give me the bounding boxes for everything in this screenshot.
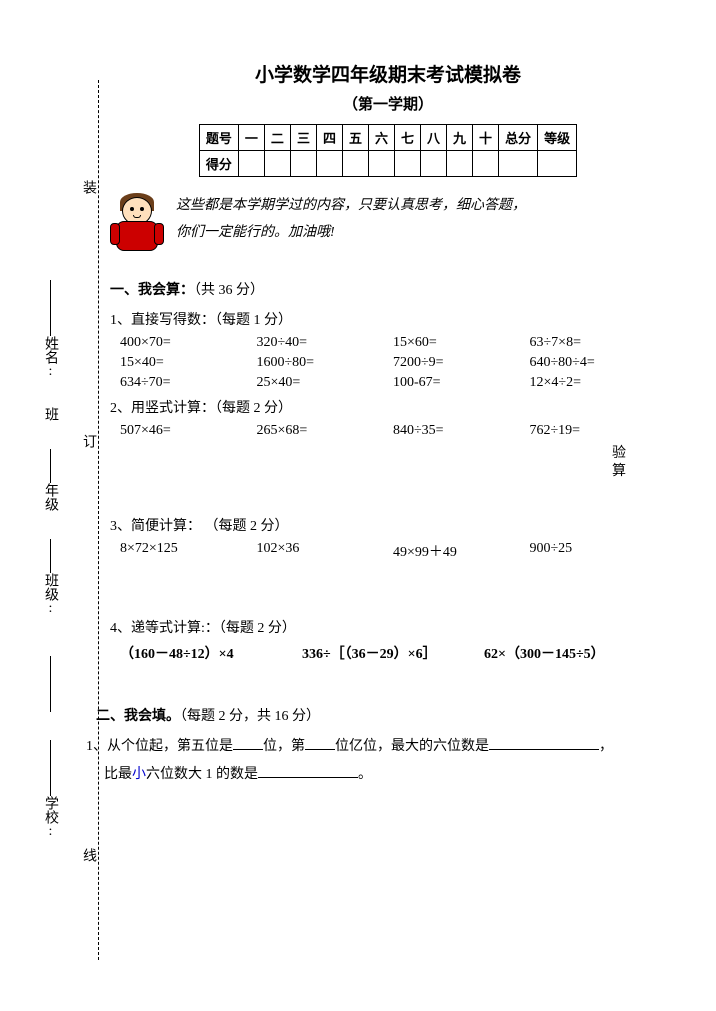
s1-row6: （160－48÷12）×4 336÷［（36－29）×6］ 62×（300－14… <box>120 643 666 663</box>
score-h-3: 三 <box>290 125 316 151</box>
score-h-5: 五 <box>342 125 368 151</box>
s2-heading-rest: （每题 2 分，共 16 分） <box>180 709 320 724</box>
blank <box>489 749 599 750</box>
q: 49×99＋49 <box>393 541 530 561</box>
section-1-title: 一、我会算：（共 36 分） <box>110 279 666 299</box>
q: 15×40= <box>120 355 257 371</box>
s2-line1: 1、从个位起，第五位是 位，第 位亿位，最大的六位数是 ， <box>86 735 666 755</box>
score-h-10: 十 <box>473 125 499 151</box>
s1-row2: 15×40= 1600÷80= 7200÷9= 640÷80÷4= <box>120 355 666 371</box>
score-cell <box>316 151 342 177</box>
score-cell <box>368 151 394 177</box>
s1-row3: 634÷70= 25×40= 100-67= 12×4÷2= <box>120 375 666 391</box>
score-h-2: 二 <box>264 125 290 151</box>
blank <box>233 749 263 750</box>
q: 63÷7×8= <box>530 335 667 351</box>
score-h-8: 八 <box>421 125 447 151</box>
q: 15×60= <box>393 335 530 351</box>
s2-l2b: 六位数大 1 的数是 <box>146 767 258 782</box>
q: 900÷25 <box>530 541 667 561</box>
q: 840÷35= <box>393 423 530 439</box>
s2-l2a: 比最 <box>104 767 132 782</box>
s1-p2: 2、用竖式计算：（每题 2 分） <box>110 397 666 417</box>
exam-subtitle: （第一学期） <box>110 93 666 114</box>
q: 25×40= <box>257 375 394 391</box>
s2-l1d: ， <box>599 739 613 754</box>
verify-note: 验 算 <box>110 445 626 481</box>
score-h-7: 七 <box>395 125 421 151</box>
encouragement-line1: 这些都是本学期学过的内容，只要认真思考，细心答题， <box>176 198 526 213</box>
score-h-0: 题号 <box>199 125 238 151</box>
q: 400×70= <box>120 335 257 351</box>
q: 762÷19= <box>530 423 667 439</box>
q: 320÷40= <box>257 335 394 351</box>
s2-l2-blue: 小 <box>132 767 146 782</box>
score-h-6: 六 <box>368 125 394 151</box>
q: 507×46= <box>120 423 257 439</box>
score-value-row: 得分 <box>199 151 576 177</box>
q: 336÷［（36－29）×6］ <box>302 643 484 663</box>
q: 7200÷9= <box>393 355 530 371</box>
sidebar-xian: 线 <box>78 848 98 862</box>
score-cell <box>421 151 447 177</box>
s1-heading-rest: （共 36 分） <box>194 283 264 298</box>
s1-p1: 1、直接写得数：（每题 1 分） <box>110 309 666 329</box>
q: 634÷70= <box>120 375 257 391</box>
score-row2-label: 得分 <box>199 151 238 177</box>
score-cell <box>473 151 499 177</box>
score-cell <box>538 151 577 177</box>
q: （160－48÷12）×4 <box>120 643 302 663</box>
s1-p4: 4、递等式计算:：（每题 2 分） <box>110 617 666 637</box>
blank <box>258 777 358 778</box>
exam-title: 小学数学四年级期末考试模拟卷 <box>110 60 666 87</box>
q: 265×68= <box>257 423 394 439</box>
q: 8×72×125 <box>120 541 257 561</box>
s2-line2: 比最小六位数大 1 的数是 。 <box>104 763 666 783</box>
q: 640÷80÷4= <box>530 355 667 371</box>
score-cell <box>395 151 421 177</box>
encouragement-text: 这些都是本学期学过的内容，只要认真思考，细心答题， 你们一定能行的。加油哦! <box>176 193 526 246</box>
score-cell <box>264 151 290 177</box>
score-h-9: 九 <box>447 125 473 151</box>
s2-l1a: 1、从个位起，第五位是 <box>86 739 233 754</box>
score-cell <box>447 151 473 177</box>
encouragement-block: 这些都是本学期学过的内容，只要认真思考，细心答题， 你们一定能行的。加油哦! <box>110 191 666 257</box>
s1-p3: 3、简便计算： （每题 2 分） <box>110 515 666 535</box>
section-2-title: 二、我会填。（每题 2 分，共 16 分） <box>96 705 666 725</box>
s2-l1b: 位，第 <box>263 739 305 754</box>
score-h-1: 一 <box>238 125 264 151</box>
q: 62×（300－145÷5） <box>484 643 666 663</box>
score-h-4: 四 <box>316 125 342 151</box>
score-cell <box>290 151 316 177</box>
q: 1600÷80= <box>257 355 394 371</box>
s1-row4: 507×46= 265×68= 840÷35= 762÷19= <box>120 423 666 439</box>
s1-heading-bold: 一、我会算： <box>110 283 194 298</box>
q: 100-67= <box>393 375 530 391</box>
score-table: 题号 一 二 三 四 五 六 七 八 九 十 总分 等级 得分 <box>199 124 577 177</box>
q: 102×36 <box>257 541 394 561</box>
s1-row5: 8×72×125 102×36 49×99＋49 900÷25 <box>120 541 666 561</box>
s2-l1c: 位亿位，最大的六位数是 <box>335 739 489 754</box>
blank <box>305 749 335 750</box>
page-content: 小学数学四年级期末考试模拟卷 （第一学期） 题号 一 二 三 四 五 六 七 八… <box>0 0 716 813</box>
score-h-12: 等级 <box>538 125 577 151</box>
score-cell <box>342 151 368 177</box>
cartoon-boy-icon <box>110 191 164 257</box>
score-h-11: 总分 <box>499 125 538 151</box>
q: 12×4÷2= <box>530 375 667 391</box>
s2-heading-bold: 二、我会填。 <box>96 709 180 724</box>
s2-l2c: 。 <box>358 767 372 782</box>
score-cell <box>238 151 264 177</box>
s1-row1: 400×70= 320÷40= 15×60= 63÷7×8= <box>120 335 666 351</box>
encouragement-line2: 你们一定能行的。加油哦! <box>176 225 335 240</box>
score-header-row: 题号 一 二 三 四 五 六 七 八 九 十 总分 等级 <box>199 125 576 151</box>
score-cell <box>499 151 538 177</box>
